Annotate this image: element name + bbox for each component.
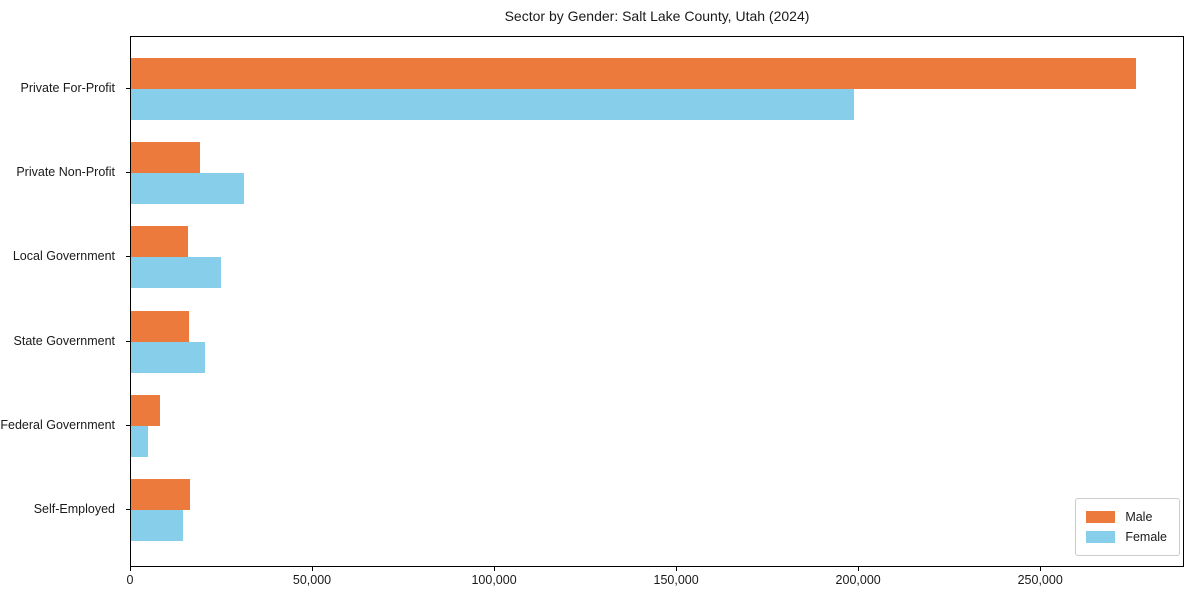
- y-tick-mark-local-government: [126, 256, 130, 258]
- y-tick-mark-self-employed: [126, 509, 130, 510]
- y-axis-labels: Private For-Profit Private Non-Profit Loca…: [0, 36, 122, 567]
- y-tick-label-local-government: Local Government: [12, 249, 115, 264]
- x-tick-label-0: 0: [126, 573, 134, 587]
- bar-female-federal-government: [131, 425, 149, 457]
- legend-entry-male: Male: [1086, 507, 1167, 527]
- y-tick-mark-federal-government: [126, 424, 130, 426]
- bar-male-private-non-profit: [131, 142, 201, 174]
- legend-label-female: Female: [1125, 530, 1167, 544]
- y-tick-mark-private-for-profit: [126, 88, 130, 89]
- bar-female-private-non-profit: [131, 173, 244, 205]
- x-tick-mark-150-000: [676, 567, 678, 571]
- y-tick-label-federal-government: Federal Government: [0, 417, 115, 432]
- x-tick-label-50-000: 50,000: [292, 573, 332, 587]
- plot-area: [130, 36, 1184, 567]
- legend: Male Female: [1075, 498, 1180, 556]
- y-tick-mark-private-non-profit: [126, 172, 130, 174]
- x-tick-label-150-000: 150,000: [653, 573, 699, 587]
- x-tick-mark-100-000: [494, 567, 496, 571]
- bar-male-self-employed: [131, 479, 190, 510]
- y-tick-label-private-non-profit: Private Non-Profit: [16, 165, 115, 180]
- bar-female-state-government: [131, 341, 205, 373]
- y-tick-label-private-for-profit: Private For-Profit: [20, 81, 115, 95]
- bar-female-local-government: [131, 257, 221, 289]
- bar-male-state-government: [131, 310, 189, 342]
- y-tick-label-state-government: State Government: [13, 333, 115, 348]
- bar-female-private-for-profit: [131, 89, 854, 120]
- y-tick-label-self-employed: Self-Employed: [33, 502, 115, 516]
- bar-female-self-employed: [131, 510, 184, 541]
- x-tick-mark-250-000: [1040, 567, 1042, 571]
- x-tick-label-250-000: 250,000: [1017, 573, 1063, 587]
- legend-label-male: Male: [1125, 510, 1153, 524]
- bar-male-federal-government: [131, 394, 161, 426]
- legend-swatch-male: [1086, 511, 1116, 523]
- bar-male-local-government: [131, 226, 189, 258]
- x-tick-label-200-000: 200,000: [835, 573, 881, 587]
- y-tick-mark-state-government: [126, 340, 130, 342]
- bar-male-private-for-profit: [131, 58, 1136, 89]
- legend-entry-female: Female: [1086, 527, 1167, 547]
- x-tick-mark-50-000: [312, 567, 314, 571]
- x-tick-label-100-000: 100,000: [471, 573, 517, 587]
- x-tick-mark-0: [130, 567, 131, 571]
- chart-title: Sector by Gender: Salt Lake County, Utah…: [504, 8, 810, 24]
- legend-swatch-female: [1086, 531, 1116, 543]
- x-tick-mark-200-000: [858, 567, 860, 571]
